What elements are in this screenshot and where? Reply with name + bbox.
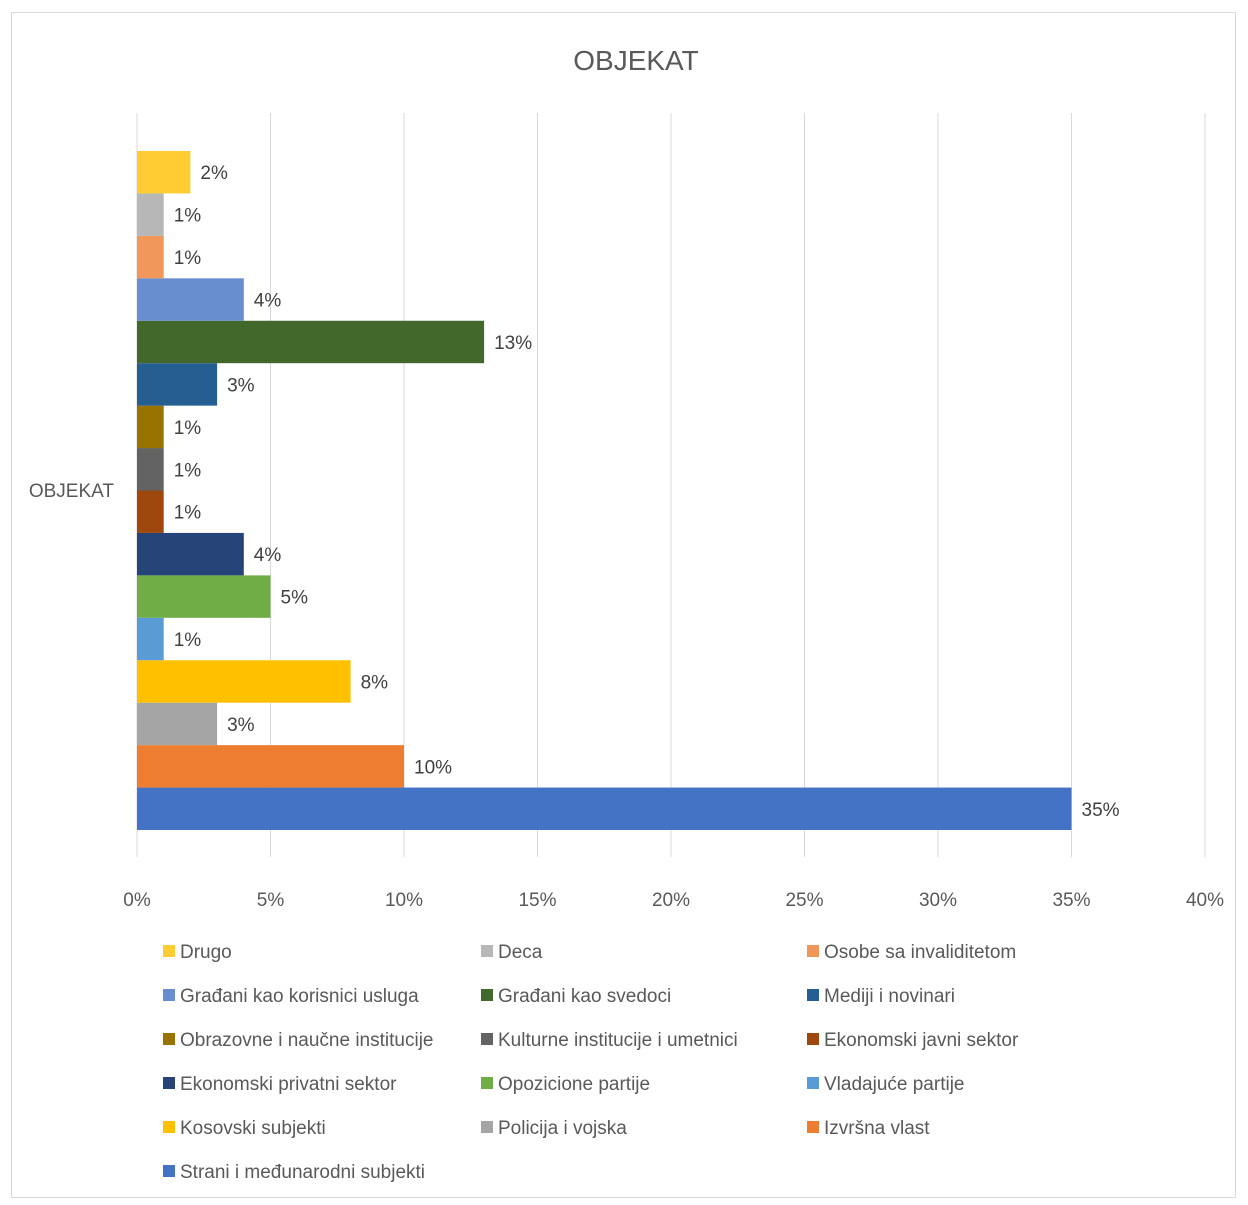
bar [137,575,271,618]
legend-label: Kosovski subjekti [180,1118,326,1139]
legend-label: Osobe sa invaliditetom [824,942,1016,963]
legend-label: Izvršna vlast [824,1118,930,1139]
legend-swatch [163,989,175,1001]
legend-label: Vladajuće partije [824,1074,964,1095]
bar [137,787,1072,830]
legend-swatch [481,1077,493,1089]
legend-swatch [807,945,819,957]
legend-swatch [163,1121,175,1133]
legend-label: Građani kao korisnici usluga [180,986,419,1007]
data-label: 5% [281,588,309,609]
data-label: 2% [200,163,228,184]
legend-swatch [481,1033,493,1045]
bar [137,235,164,279]
bar [137,278,244,321]
data-label: 13% [494,333,532,354]
bar [137,745,404,788]
legend-label: Drugo [180,942,232,963]
gridlines [270,113,1206,857]
legend-label: Deca [498,942,543,963]
data-label: 1% [174,206,202,227]
legend-swatch [807,989,819,1001]
category-label: OBJEKAT [29,481,115,502]
x-tick-label: 40% [1186,890,1224,911]
legend-label: Opozicione partije [498,1074,650,1095]
bar [137,617,164,661]
legend-label: Građani kao svedoci [498,986,671,1007]
bar [137,532,244,576]
data-label: 1% [174,248,202,269]
legend-label: Mediji i novinari [824,986,955,1007]
legend-label: Strani i međunarodni subjekti [180,1162,425,1183]
x-tick-label: 35% [1052,890,1090,911]
data-label: 1% [174,418,202,439]
bar [137,405,164,449]
data-labels: 35% 10% 3% 8% 1% 5% 4% 1% 1% 1% 3% 13% 4% 1% 1% 2% [174,163,1120,821]
bar [137,320,485,364]
bar [137,448,164,491]
legend-swatch [807,1121,819,1133]
legend-label: Policija i vojska [498,1118,627,1139]
legend-label: Ekonomski privatni sektor [180,1074,397,1095]
chart-title: OBJEKAT [573,45,699,76]
data-label: 3% [227,375,255,396]
legend-swatch [807,1077,819,1089]
data-label: 3% [227,715,255,736]
x-axis-ticks: 0% 5% 10% 15% 20% 25% 30% 35% 40% [123,890,1224,911]
legend-swatch [163,1077,175,1089]
bar [137,702,218,746]
legend-label: Kulturne institucije i umetnici [498,1030,738,1051]
bar [137,151,191,194]
x-tick-label: 15% [518,890,556,911]
x-tick-label: 10% [385,890,423,911]
legend-swatch [163,1033,175,1045]
bar [137,363,218,406]
x-tick-label: 5% [257,890,285,911]
bars [137,151,1072,830]
bar [137,660,351,703]
legend-swatch [481,1121,493,1133]
legend-swatch [481,989,493,1001]
x-tick-label: 25% [785,890,823,911]
data-label: 1% [174,503,202,524]
bar [137,193,164,236]
legend-swatch [807,1033,819,1045]
legend-swatch [163,1165,175,1177]
data-label: 4% [254,291,282,312]
data-label: 10% [414,757,452,778]
legend-swatch [481,945,493,957]
data-label: 1% [174,630,202,651]
data-label: 4% [254,545,282,566]
legend: Drugo Deca Osobe sa invaliditetom Građani k… [163,942,1019,1183]
data-label: 8% [361,672,389,693]
x-tick-label: 30% [919,890,957,911]
data-label: 1% [174,460,202,481]
x-tick-label: 0% [123,890,151,911]
legend-label: Ekonomski javni sektor [824,1030,1019,1051]
legend-label: Obrazovne i naučne institucije [180,1030,433,1051]
legend-swatch [163,945,175,957]
data-label: 35% [1082,800,1120,821]
bar [137,490,164,533]
x-tick-label: 20% [652,890,690,911]
